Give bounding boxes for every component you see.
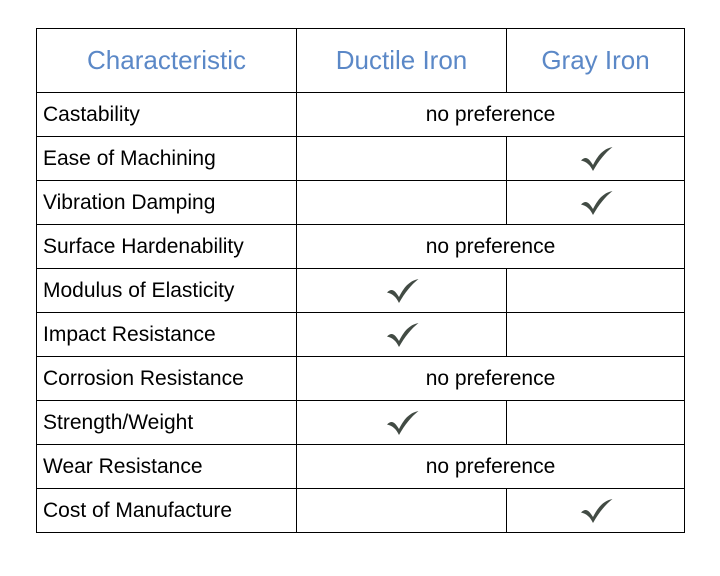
characteristic-cell: Impact Resistance [37, 313, 297, 357]
check-icon [578, 194, 614, 211]
ductile-cell [297, 269, 507, 313]
table-row: Castabilityno preference [37, 93, 685, 137]
table-header-row: Characteristic Ductile Iron Gray Iron [37, 29, 685, 93]
comparison-table-wrap: Characteristic Ductile Iron Gray Iron Ca… [0, 0, 720, 561]
ductile-cell [297, 313, 507, 357]
col-header-gray-iron: Gray Iron [507, 29, 685, 93]
check-icon [578, 502, 614, 519]
table-row: Cost of Manufacture [37, 489, 685, 533]
check-icon [384, 414, 420, 431]
no-preference-cell: no preference [297, 93, 685, 137]
gray-cell [507, 269, 685, 313]
no-preference-cell: no preference [297, 357, 685, 401]
table-row: Modulus of Elasticity [37, 269, 685, 313]
check-icon [384, 282, 420, 299]
ductile-cell [297, 489, 507, 533]
table-row: Vibration Damping [37, 181, 685, 225]
table-body: Castabilityno preferenceEase of Machinin… [37, 93, 685, 533]
comparison-table: Characteristic Ductile Iron Gray Iron Ca… [36, 28, 685, 533]
characteristic-cell: Wear Resistance [37, 445, 297, 489]
gray-cell [507, 181, 685, 225]
no-preference-cell: no preference [297, 445, 685, 489]
check-icon [384, 326, 420, 343]
col-header-ductile-iron: Ductile Iron [297, 29, 507, 93]
check-icon [578, 150, 614, 167]
table-row: Impact Resistance [37, 313, 685, 357]
characteristic-cell: Modulus of Elasticity [37, 269, 297, 313]
ductile-cell [297, 401, 507, 445]
col-header-characteristic: Characteristic [37, 29, 297, 93]
characteristic-cell: Strength/Weight [37, 401, 297, 445]
table-row: Ease of Machining [37, 137, 685, 181]
gray-cell [507, 489, 685, 533]
gray-cell [507, 313, 685, 357]
ductile-cell [297, 181, 507, 225]
characteristic-cell: Castability [37, 93, 297, 137]
gray-cell [507, 137, 685, 181]
gray-cell [507, 401, 685, 445]
characteristic-cell: Surface Hardenability [37, 225, 297, 269]
ductile-cell [297, 137, 507, 181]
table-row: Surface Hardenabilityno preference [37, 225, 685, 269]
table-row: Wear Resistanceno preference [37, 445, 685, 489]
characteristic-cell: Vibration Damping [37, 181, 297, 225]
characteristic-cell: Cost of Manufacture [37, 489, 297, 533]
table-row: Strength/Weight [37, 401, 685, 445]
table-row: Corrosion Resistanceno preference [37, 357, 685, 401]
no-preference-cell: no preference [297, 225, 685, 269]
characteristic-cell: Corrosion Resistance [37, 357, 297, 401]
characteristic-cell: Ease of Machining [37, 137, 297, 181]
